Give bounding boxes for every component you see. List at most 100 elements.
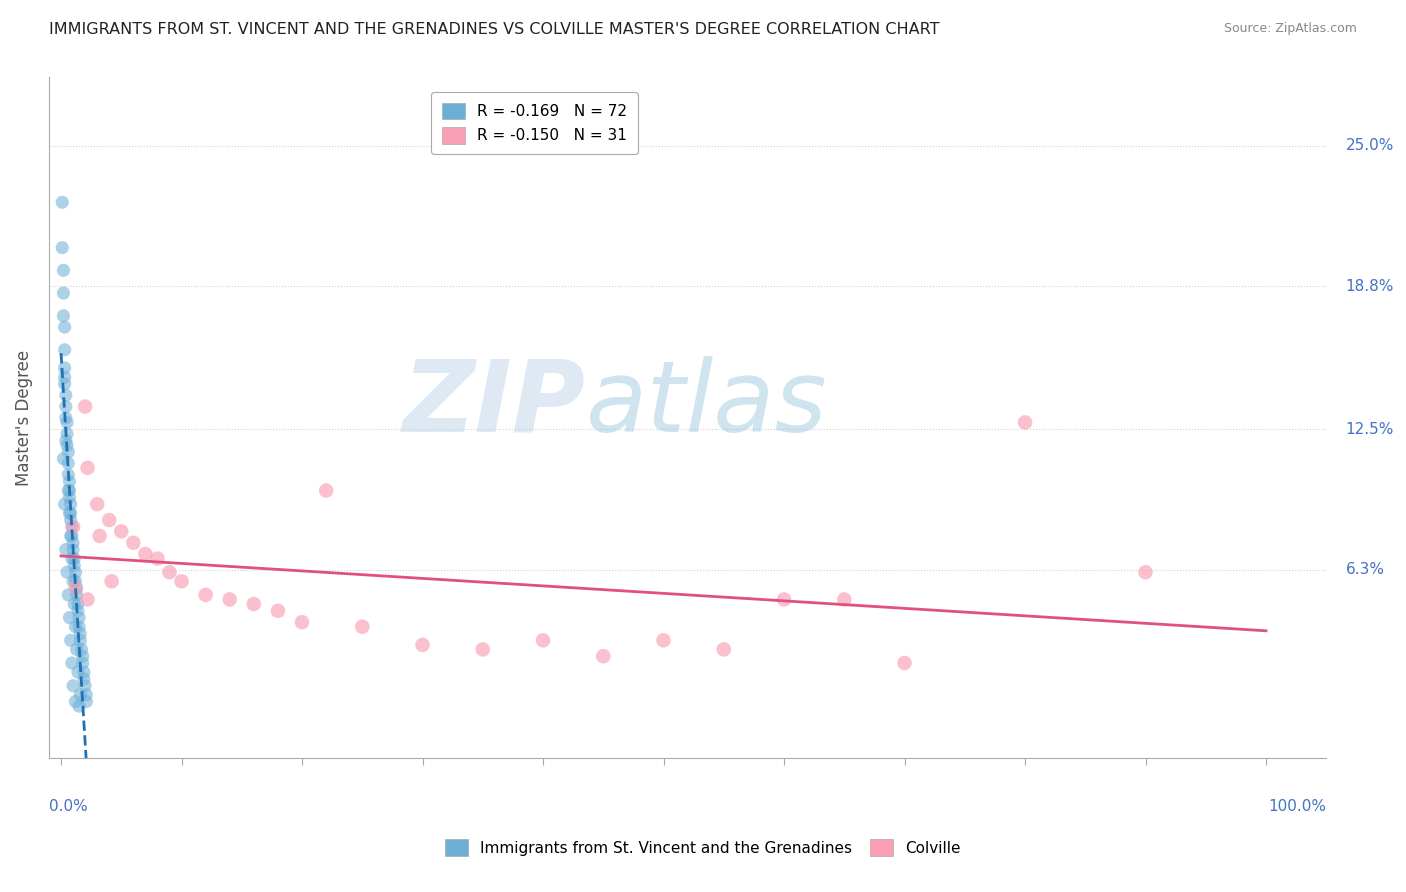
Point [66,665,89,679]
Point [66,588,89,602]
Point [51,195,73,210]
Point [60,656,83,670]
Point [69,688,91,702]
Point [59,497,82,511]
Point [58,467,80,482]
Text: 12.5%: 12.5% [1346,422,1393,437]
Point [134,547,156,561]
Point [75,695,97,709]
Point [110,524,132,539]
Point [291,615,314,629]
Point [59,529,82,543]
Text: 100.0%: 100.0% [1268,799,1326,814]
Point [58,588,80,602]
Point [58,456,80,470]
Point [170,574,193,589]
Point [652,633,675,648]
Point [122,535,145,549]
Point [471,642,494,657]
Point [65,574,87,589]
Text: atlas: atlas [585,356,827,453]
Point [60,551,83,566]
Point [100,574,122,589]
Point [55,388,77,402]
Point [52,309,75,323]
Point [893,656,915,670]
Point [72,656,94,670]
Point [76,460,98,475]
Legend: Immigrants from St. Vincent and the Grenadines, Colville: Immigrants from St. Vincent and the Gren… [439,833,967,862]
Point [69,626,91,640]
Point [73,672,96,686]
Point [58,483,80,498]
Point [66,597,89,611]
Point [1135,566,1157,580]
Point [58,475,80,489]
Point [531,633,554,648]
Point [56,438,79,452]
Point [52,286,75,301]
Point [62,535,84,549]
Point [218,592,240,607]
Text: 18.8%: 18.8% [1346,279,1393,293]
Text: 0.0%: 0.0% [49,799,87,814]
Point [51,241,73,255]
Point [315,483,337,498]
Point [75,679,97,693]
Point [194,588,217,602]
Point [55,434,77,448]
Point [65,695,87,709]
Point [53,497,76,511]
Point [75,400,97,414]
Point [773,592,796,607]
Point [98,513,121,527]
Point [58,483,80,498]
Point [65,620,87,634]
Point [62,542,84,557]
Point [58,506,80,520]
Point [55,410,77,425]
Point [66,581,89,595]
Point [52,451,75,466]
Point [63,597,86,611]
Point [56,566,79,580]
Point [52,263,75,277]
Point [73,665,96,679]
Point [412,638,434,652]
Point [69,633,91,648]
Point [56,426,79,441]
Point [66,642,89,657]
Point [72,649,94,664]
Point [59,506,82,520]
Point [713,642,735,657]
Point [65,566,87,580]
Point [267,604,290,618]
Point [58,610,80,624]
Point [65,581,87,595]
Point [53,361,76,376]
Point [53,370,76,384]
Text: IMMIGRANTS FROM ST. VINCENT AND THE GRENADINES VS COLVILLE MASTER'S DEGREE CORRE: IMMIGRANTS FROM ST. VINCENT AND THE GREN… [49,22,939,37]
Legend: R = -0.169   N = 72, R = -0.150   N = 31: R = -0.169 N = 72, R = -0.150 N = 31 [432,92,637,154]
Point [352,620,374,634]
Point [58,491,80,505]
Point [159,566,181,580]
Point [243,597,266,611]
Y-axis label: Master's Degree: Master's Degree [15,350,32,486]
Point [66,604,89,618]
Point [55,400,77,414]
Point [58,445,80,459]
Point [63,558,86,573]
Point [89,529,111,543]
Point [67,620,90,634]
Point [59,513,82,527]
Point [67,699,90,714]
Point [62,520,84,534]
Point [146,551,169,566]
Point [53,376,76,391]
Point [55,542,77,557]
Point [70,642,93,657]
Point [76,592,98,607]
Point [62,574,84,589]
Point [592,649,614,664]
